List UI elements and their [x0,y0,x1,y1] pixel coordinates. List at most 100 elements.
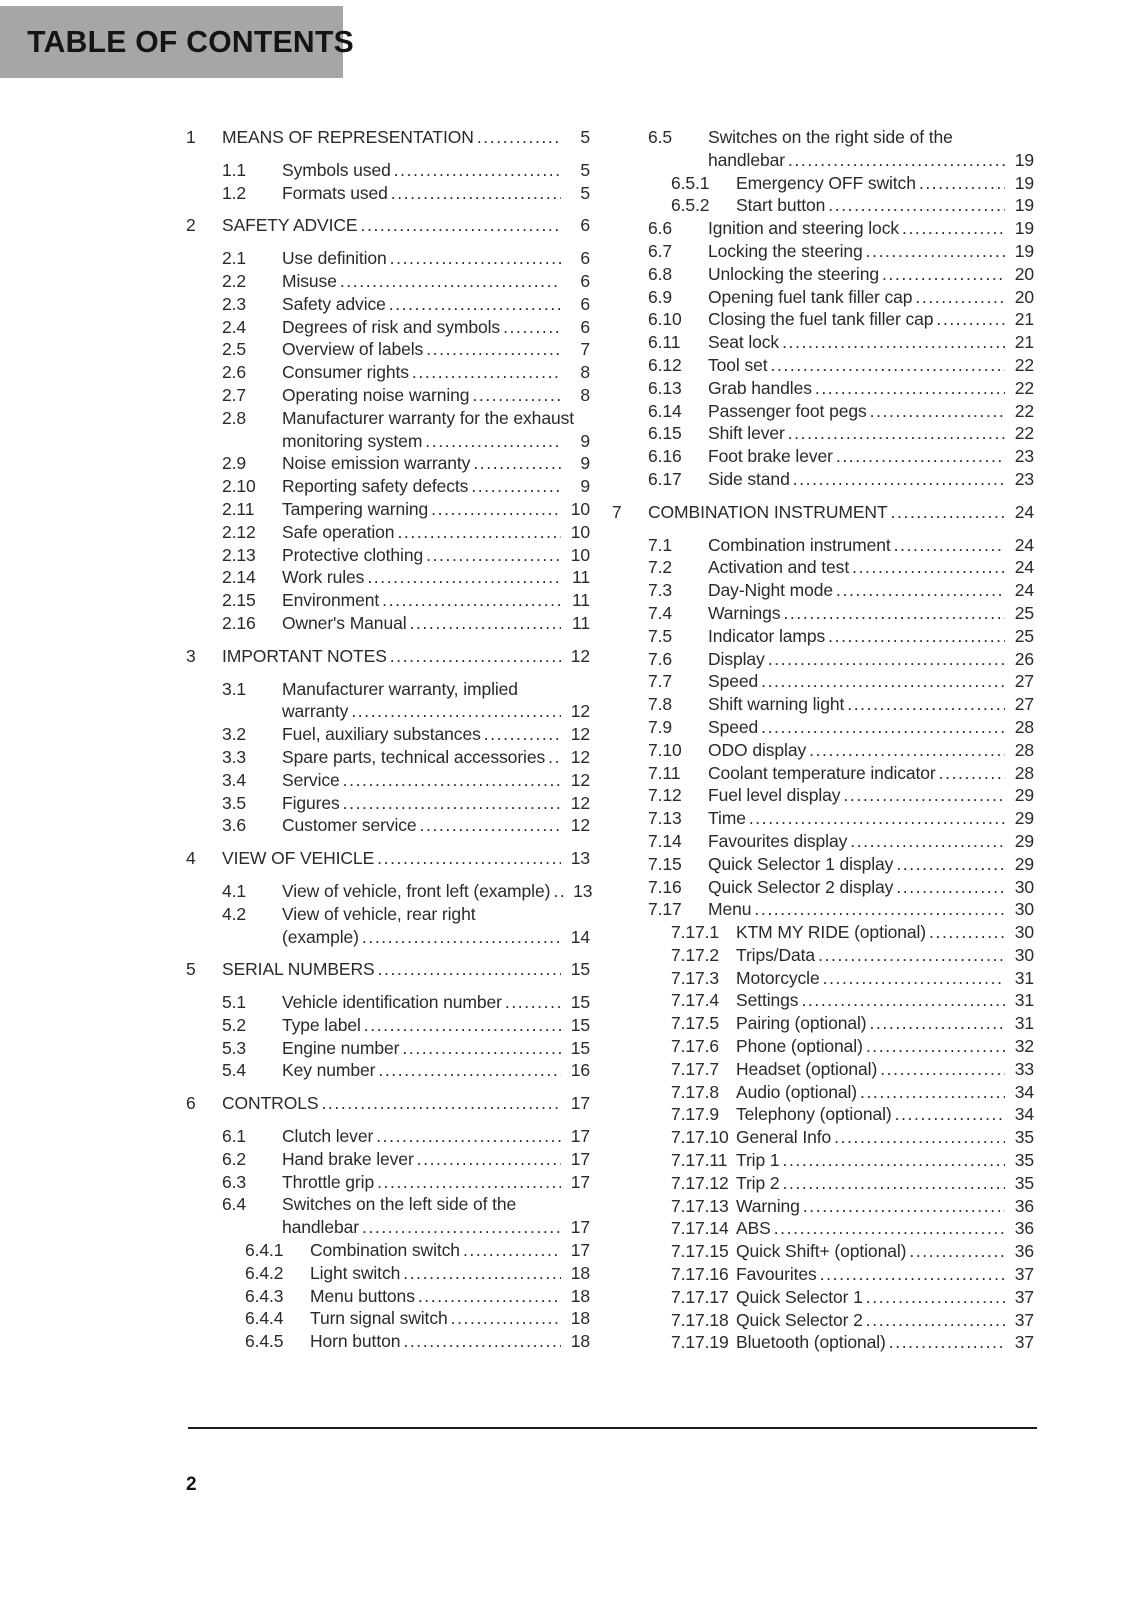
toc-entry: 2.3 Safety advice 6 [186,293,590,316]
toc-entry-title: Bluetooth (optional) [736,1332,886,1353]
toc-entry-number: 2 [186,215,196,236]
dot-leader [782,1149,1005,1172]
toc-entry-body: Activation and test 24 [708,556,1034,579]
toc-entry-page: 5 [580,159,590,180]
dot-leader [818,944,1005,967]
toc-entry-page: 18 [570,1285,590,1306]
dot-leader [882,263,1005,286]
toc-entry: 6.9 Opening fuel tank filler cap 20 [612,286,1034,309]
toc-entry: 7.17.12 Trip 2 35 [612,1172,1034,1195]
toc-entry: 7.12 Fuel level display 29 [612,784,1034,807]
toc-entry-number: 1 [186,127,196,147]
toc-entry-title: Ignition and steering lock [708,218,899,239]
toc-entry-page: 12 [570,724,590,745]
dot-leader [836,445,1005,468]
toc-entry-title: VIEW OF VEHICLE [222,848,375,869]
toc-entry-body: COMBINATION INSTRUMENT 24 [648,501,1034,524]
toc-entry-page: 12 [570,645,590,666]
toc-entry-number: 7.5 [648,625,673,646]
toc-entry: 3.4 Service 12 [186,769,590,792]
toc-entry-number: 1.1 [222,159,247,180]
toc-entry-page: 37 [1014,1286,1034,1307]
toc-entry-body: Pairing (optional) 31 [736,1012,1034,1035]
toc-entry-title: View of vehicle, front left (example) [282,880,551,901]
toc-entry: 7.17.8 Audio (optional) 34 [612,1081,1034,1104]
toc-entry-title: Settings [736,990,799,1011]
toc-entry-body: Day-Night mode 24 [708,579,1034,602]
toc-entry: 2.13 Protective clothing 10 [186,544,590,567]
dot-leader [803,1195,1005,1218]
toc-entry-page: 11 [572,567,590,588]
toc-entry-last-line: handlebar 17 [282,1216,590,1239]
toc-entry-page: 37 [1014,1309,1034,1330]
toc-entry-number: 6.3 [222,1171,247,1192]
toc-entry-page: 11 [572,612,590,633]
dot-leader [340,270,561,293]
dot-leader [761,716,1005,739]
toc-entry-last-line: Quick Shift+ (optional) 36 [736,1240,1034,1263]
toc-entry-last-line: Customer service 12 [282,814,590,837]
dot-leader [891,501,1005,524]
toc-entry: 2.11 Tampering warning 10 [186,498,590,521]
toc-entry-page: 24 [1014,557,1034,578]
toc-entry-body: Locking the steering 19 [708,240,1034,263]
toc-entry-title: Misuse [282,270,337,291]
toc-entry-page: 30 [1014,876,1034,897]
toc-entry-page: 24 [1014,580,1034,601]
toc-entry-body: SERIAL NUMBERS 15 [222,958,590,981]
toc-entry-number: 7.7 [648,671,673,692]
dot-leader [364,1014,561,1037]
toc-entry-body: Quick Shift+ (optional) 36 [736,1240,1034,1263]
toc-entry-title: COMBINATION INSTRUMENT [648,501,888,522]
toc-entry-title: Safety advice [282,293,386,314]
toc-entry-page: 12 [570,815,590,836]
toc-entry-body: MEANS OF REPRESENTATION 5 [222,126,590,149]
toc-entry-number: 6.14 [648,400,682,421]
toc-entry-page: 17 [570,1171,590,1192]
dot-leader [850,830,1005,853]
dot-leader [477,126,561,149]
toc-entry: 6.10 Closing the fuel tank filler cap 21 [612,308,1034,331]
toc-entry-page: 22 [1014,423,1034,444]
toc-entry-title: Reporting safety defects [282,476,469,497]
toc-entry-page: 19 [1014,218,1034,239]
dot-leader [472,384,561,407]
toc-entry: 5.1 Vehicle identification number 15 [186,991,590,1014]
toc-entry-number: 7.17.17 [671,1286,729,1307]
toc-entry-body: Combination switch 17 [310,1239,590,1262]
toc-entry-page: 9 [580,453,590,474]
toc-entry-body: Noise emission warranty 9 [282,452,590,475]
toc-entry-number: 6.8 [648,263,673,284]
toc-entry-page: 6 [580,293,590,314]
toc-entry-title: Seat lock [708,332,780,353]
toc-entry-page: 37 [1014,1332,1034,1353]
toc-entry-last-line: Time 29 [708,807,1034,830]
toc-entry-body: Clutch lever 17 [282,1125,590,1148]
toc-entry-page: 23 [1014,468,1034,489]
toc-entry-title-line: View of vehicle, rear right [282,903,476,924]
dot-leader [420,814,561,837]
toc-entry-body: Emergency OFF switch 19 [736,172,1034,195]
toc-entry-last-line: Fuel level display 29 [708,784,1034,807]
toc-entry-number: 3.1 [222,678,247,699]
toc-entry-number: 6.15 [648,423,682,444]
toc-entry-number: 2.13 [222,544,256,565]
toc-entry-title: Speed [708,716,759,737]
dot-leader [801,989,1005,1012]
toc-entry-title: Degrees of risk and symbols [282,316,501,337]
toc-entry-title: Engine number [282,1037,400,1058]
toc-entry-page: 15 [570,992,590,1013]
toc-entry-number: 2.12 [222,521,256,542]
toc-entry-page: 36 [1014,1195,1034,1216]
toc-entry-body: Time 29 [708,807,1034,830]
toc-entry-page: 34 [1014,1081,1034,1102]
dot-leader [463,1239,561,1262]
toc-entry-title: Fuel, auxiliary substances [282,724,481,745]
toc-entry-title: Trip 2 [736,1172,780,1193]
dot-leader [505,991,561,1014]
toc-entry-page: 6 [580,248,590,269]
toc-entry-last-line: Owner's Manual 11 [282,612,590,635]
toc-entry: 6.5.2 Start button 19 [612,194,1034,217]
toc-entry-title: SERIAL NUMBERS [222,959,375,980]
